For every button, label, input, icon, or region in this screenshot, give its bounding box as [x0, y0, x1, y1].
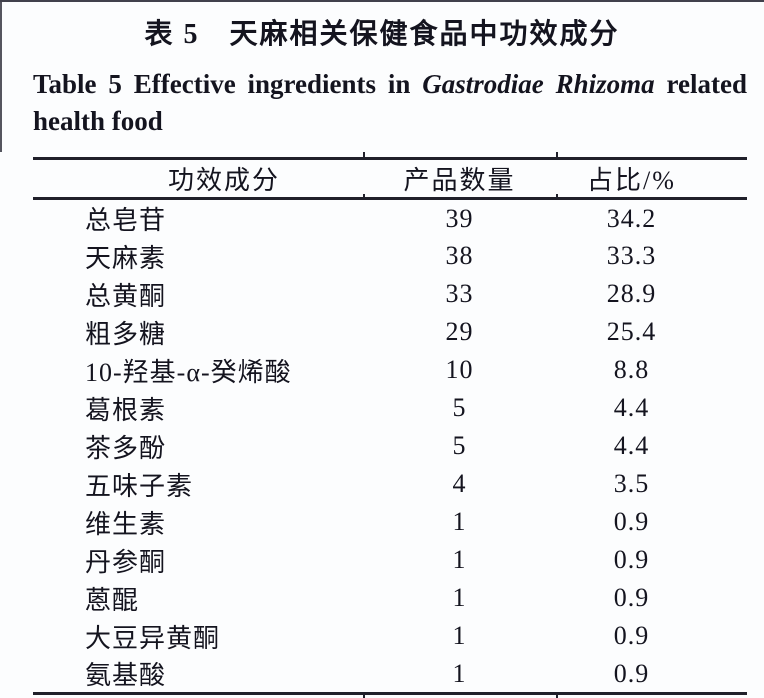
product-count-cell: 4 [452, 469, 467, 498]
table-row: 粗多糖 29 25.4 [33, 313, 747, 351]
table-row: 维生素 1 0.9 [33, 503, 747, 541]
product-count-cell: 33 [445, 279, 474, 308]
percentage-cell: 0.9 [613, 583, 650, 612]
header-percentage: 占比/% [587, 166, 676, 195]
product-count-cell: 5 [452, 431, 467, 460]
ingredient-name-cell: 氨基酸 [85, 661, 167, 690]
caption-en-latin-name: Gastrodiae Rhizoma [422, 69, 655, 99]
percentage-cell: 0.9 [613, 621, 650, 650]
header-ingredient: 功效成分 [167, 166, 280, 195]
caption-en-tail: related [666, 69, 748, 99]
ingredient-name-cell: 维生素 [85, 509, 167, 539]
table-row: 大豆异黄酮 1 0.9 [33, 617, 747, 655]
ingredient-name-cell: 总皂苷 [85, 206, 167, 235]
table-row: 总黄酮 33 28.9 [33, 275, 747, 313]
table-caption-en-line1: Table 5 Effective ingredients in Gastrod… [33, 66, 747, 103]
product-count-cell: 38 [445, 241, 474, 270]
table-body: 总皂苷 39 34.2 天麻素 38 33.3 总黄酮 33 28.9 粗多糖 29 25.4 10-羟… [33, 199, 747, 694]
percentage-cell: 8.8 [613, 355, 650, 384]
column-tick [363, 695, 365, 698]
product-count-cell: 1 [452, 545, 467, 574]
column-tick [556, 695, 558, 698]
ingredient-name-cell: 蒽醌 [85, 585, 140, 615]
product-count-cell: 5 [452, 393, 467, 422]
product-count-cell: 1 [452, 583, 467, 612]
ingredients-table: 功效成分 产品数量 占比/% 总皂苷 39 34.2 天麻素 38 33.3 总黄酮 33 28… [33, 157, 747, 695]
percentage-cell: 0.9 [613, 658, 650, 688]
ingredient-name-cell: 大豆异黄酮 [85, 623, 221, 653]
table-row: 五味子素 4 3.5 [33, 465, 747, 503]
table-row: 氨基酸 1 0.9 [33, 655, 747, 694]
table-row: 10-羟基-α-癸烯酸 10 8.8 [33, 351, 747, 389]
column-tick [363, 194, 365, 199]
table-caption-en: Table 5 Effective ingredients in Gastrod… [33, 66, 747, 140]
table-row: 葛根素 5 4.4 [33, 389, 747, 427]
percentage-cell: 0.9 [613, 545, 650, 574]
ingredient-name-cell: 10-羟基-α-癸烯酸 [85, 357, 292, 387]
column-tick [556, 152, 558, 157]
percentage-cell: 28.9 [606, 279, 657, 308]
product-count-cell: 39 [445, 203, 474, 233]
table-row: 蒽醌 1 0.9 [33, 579, 747, 617]
percentage-cell: 3.5 [613, 469, 650, 498]
table-caption-en-line2: health food [33, 106, 163, 136]
ingredient-name-cell: 丹参酮 [85, 547, 167, 577]
product-count-cell: 10 [445, 355, 474, 384]
column-tick [363, 152, 365, 157]
ingredient-name-cell: 天麻素 [85, 243, 167, 273]
product-count-cell: 1 [452, 507, 467, 536]
column-tick [556, 194, 558, 199]
ingredients-table-wrap: 功效成分 产品数量 占比/% 总皂苷 39 34.2 天麻素 38 33.3 总黄酮 33 28… [33, 152, 747, 698]
percentage-cell: 25.4 [606, 317, 657, 346]
percentage-cell: 0.9 [613, 507, 650, 536]
table-caption-zh: 表 5 天麻相关保健食品中功效成分 [144, 19, 620, 50]
header-product-count: 产品数量 [403, 166, 516, 195]
table-header-row: 功效成分 产品数量 占比/% [33, 159, 747, 199]
percentage-cell: 33.3 [606, 241, 657, 270]
percentage-cell: 34.2 [606, 203, 657, 233]
percentage-cell: 4.4 [613, 431, 650, 460]
table-row: 天麻素 38 33.3 [33, 237, 747, 275]
ingredient-name-cell: 五味子素 [85, 471, 194, 501]
caption-en-prefix: Table 5 [33, 69, 122, 99]
product-count-cell: 1 [452, 658, 467, 688]
product-count-cell: 29 [445, 317, 474, 346]
table-row: 总皂苷 39 34.2 [33, 199, 747, 238]
ingredient-name-cell: 粗多糖 [85, 319, 167, 349]
left-edge-artifact [0, 2, 2, 152]
table-row: 丹参酮 1 0.9 [33, 541, 747, 579]
ingredient-name-cell: 茶多酚 [85, 433, 167, 463]
caption-en-mid: Effective ingredients in [133, 69, 411, 99]
table-row: 茶多酚 5 4.4 [33, 427, 747, 465]
product-count-cell: 1 [452, 621, 467, 650]
percentage-cell: 4.4 [613, 393, 650, 422]
ingredient-name-cell: 葛根素 [85, 395, 167, 425]
ingredient-name-cell: 总黄酮 [85, 281, 167, 311]
